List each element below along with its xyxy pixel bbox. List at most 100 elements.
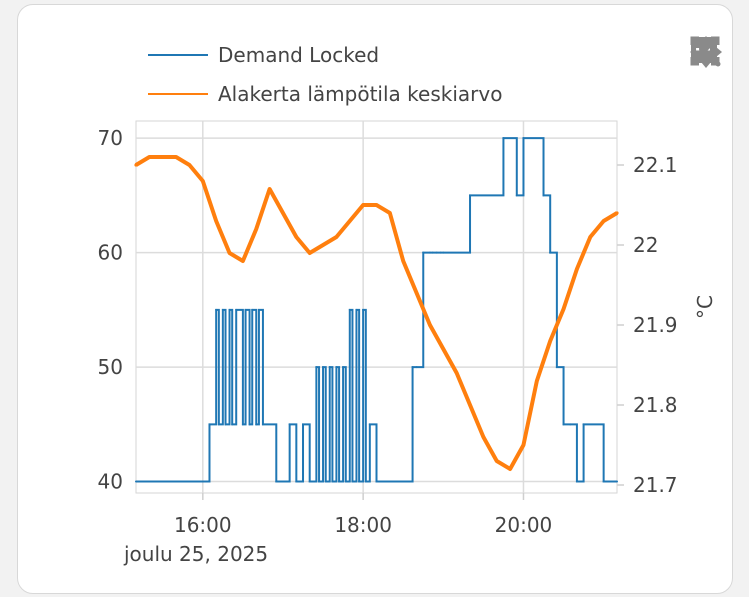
data-point bbox=[455, 371, 459, 375]
data-point bbox=[244, 308, 247, 311]
data-point bbox=[302, 423, 305, 426]
y-right-tick-label: 22 bbox=[633, 233, 658, 257]
pan-button[interactable] bbox=[690, 36, 722, 244]
data-point bbox=[468, 403, 472, 407]
series-1 bbox=[135, 137, 618, 483]
legend: Demand Locked Alakerta lämpötila keskiarv… bbox=[148, 43, 502, 106]
data-point bbox=[588, 235, 592, 239]
data-point bbox=[431, 251, 434, 254]
axes: 40 50 60 70 21.7 21.8 21.9 22 22.1 °C 16:00 18:00 20… bbox=[98, 126, 717, 566]
data-point bbox=[308, 251, 312, 255]
data-point bbox=[508, 467, 512, 471]
data-point bbox=[334, 235, 339, 239]
data-point bbox=[502, 137, 505, 140]
data-point bbox=[358, 480, 361, 483]
y-right-tick-label: 21.8 bbox=[633, 393, 678, 417]
data-point bbox=[318, 480, 321, 483]
x-tick-label: 16:00 bbox=[174, 513, 232, 537]
data-point bbox=[161, 155, 165, 159]
series-line-demand-locked bbox=[136, 137, 617, 483]
data-point bbox=[441, 347, 445, 351]
data-point bbox=[241, 259, 245, 263]
data-point bbox=[411, 366, 414, 369]
data-point bbox=[442, 251, 445, 254]
data-point bbox=[342, 366, 345, 369]
data-point bbox=[275, 480, 278, 483]
data-point bbox=[308, 480, 311, 483]
y-left-tick-label: 40 bbox=[98, 470, 123, 494]
data-point bbox=[361, 203, 365, 207]
data-point bbox=[615, 211, 619, 215]
y-right-axis-title: °C bbox=[693, 295, 717, 319]
data-point bbox=[248, 423, 251, 426]
data-point bbox=[201, 179, 205, 183]
data-point bbox=[575, 480, 578, 483]
y-right-tick-label: 22.1 bbox=[633, 153, 678, 177]
data-point bbox=[261, 423, 264, 426]
data-point bbox=[135, 480, 137, 483]
zoom-button[interactable] bbox=[690, 38, 722, 200]
data-point bbox=[355, 308, 358, 311]
data-point bbox=[582, 423, 585, 426]
y-right-tick-label: 21.7 bbox=[633, 473, 678, 497]
autoscale-button[interactable] bbox=[690, 36, 722, 156]
data-point bbox=[231, 423, 234, 426]
data-point bbox=[268, 187, 272, 191]
data-point bbox=[257, 308, 260, 311]
data-point bbox=[562, 423, 565, 426]
data-point bbox=[324, 480, 327, 483]
data-point bbox=[322, 366, 325, 369]
data-point bbox=[348, 219, 352, 223]
data-point bbox=[217, 423, 220, 426]
data-point bbox=[522, 137, 525, 140]
data-point bbox=[321, 243, 325, 247]
data-point bbox=[331, 480, 334, 483]
series-2 bbox=[134, 155, 619, 471]
data-point bbox=[214, 219, 218, 223]
data-point bbox=[251, 308, 254, 311]
data-point bbox=[294, 235, 298, 239]
data-point bbox=[221, 308, 224, 311]
data-point bbox=[288, 423, 291, 426]
data-point bbox=[569, 423, 572, 426]
data-point bbox=[481, 435, 485, 439]
data-point bbox=[549, 251, 552, 254]
legend-label: Alakerta lämpötila keskiarvo bbox=[218, 82, 502, 106]
data-point bbox=[134, 163, 138, 167]
data-point bbox=[295, 480, 298, 483]
data-point bbox=[388, 211, 392, 215]
data-point bbox=[362, 308, 365, 311]
data-point bbox=[422, 251, 425, 254]
data-point bbox=[415, 366, 418, 369]
data-point bbox=[602, 480, 605, 483]
data-point bbox=[335, 366, 338, 369]
data-point bbox=[215, 308, 218, 311]
data-point bbox=[428, 251, 431, 254]
x-tick-label: 20:00 bbox=[495, 513, 553, 537]
data-point bbox=[515, 194, 518, 197]
modebar bbox=[690, 36, 726, 256]
data-point bbox=[414, 291, 419, 295]
zoom-out-button[interactable] bbox=[690, 37, 722, 112]
data-point bbox=[374, 203, 379, 207]
data-point bbox=[561, 307, 566, 311]
legend-label: Demand Locked bbox=[218, 43, 379, 67]
data-point bbox=[338, 480, 341, 483]
data-point bbox=[555, 366, 558, 369]
data-point bbox=[375, 480, 378, 483]
data-point bbox=[187, 163, 192, 167]
data-point bbox=[235, 308, 238, 311]
data-point bbox=[408, 480, 411, 483]
data-point bbox=[364, 480, 367, 483]
data-point bbox=[351, 480, 354, 483]
y-left-tick-label: 60 bbox=[98, 241, 123, 265]
data-point bbox=[495, 459, 499, 463]
data-point bbox=[208, 423, 211, 426]
y-left-tick-label: 70 bbox=[98, 126, 123, 150]
data-point bbox=[255, 423, 258, 426]
data-point bbox=[348, 308, 351, 311]
data-point bbox=[428, 323, 432, 327]
data-point bbox=[602, 219, 606, 223]
data-point bbox=[548, 339, 552, 343]
x-tick-label: 18:00 bbox=[334, 513, 392, 537]
